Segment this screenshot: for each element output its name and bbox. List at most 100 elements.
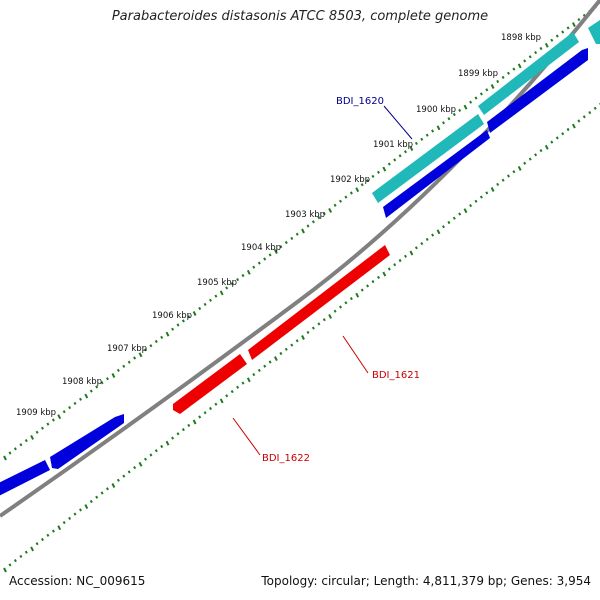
scale-label: 1907 kbp — [107, 344, 147, 354]
inner-tick — [474, 199, 478, 203]
inner-tick — [89, 499, 93, 504]
outer-tick — [127, 360, 131, 364]
inner-tick — [544, 144, 549, 150]
inner-tick — [127, 470, 131, 474]
inner-tick — [333, 309, 337, 313]
outer-tick — [198, 306, 202, 311]
outer-tick — [485, 88, 489, 92]
inner-tick — [84, 504, 89, 510]
inner-tick — [550, 140, 554, 144]
outer-tick — [474, 96, 478, 100]
outer-tick — [523, 59, 527, 63]
outer-tick — [572, 22, 576, 28]
outer-tick — [344, 195, 348, 199]
outer-tick — [192, 311, 197, 316]
gene-highlight-3[interactable] — [588, 20, 600, 44]
inner-tick — [311, 326, 315, 330]
outer-tick — [534, 51, 538, 55]
inner-tick — [339, 305, 342, 309]
inner-tick — [138, 461, 143, 467]
scale-label: 1904 kbp — [241, 243, 281, 253]
outer-tick — [268, 253, 272, 257]
outer-tick — [30, 434, 34, 440]
gene-label-bdi1621[interactable]: BDI_1621 — [372, 370, 420, 381]
outer-tick — [447, 117, 451, 121]
inner-tick — [577, 119, 581, 123]
inner-tick — [344, 301, 348, 305]
inner-tick — [51, 529, 55, 533]
outer-tick — [41, 426, 44, 430]
inner-tick — [246, 377, 251, 383]
inner-tick — [236, 385, 240, 389]
outer-tick — [539, 46, 543, 51]
outer-tick — [209, 298, 212, 302]
outer-tick — [214, 294, 218, 298]
gene-forward-3[interactable] — [487, 48, 588, 133]
outer-tick — [133, 356, 137, 360]
inner-tick — [539, 149, 543, 153]
gene-forward-2[interactable] — [50, 414, 124, 469]
outer-tick — [57, 414, 62, 420]
outer-tick — [517, 63, 522, 69]
outer-tick — [507, 71, 510, 75]
inner-tick — [349, 297, 353, 301]
inner-tick — [447, 220, 451, 225]
inner-tick — [398, 258, 402, 263]
inner-tick — [420, 242, 424, 246]
scale-label: 1906 kbp — [152, 311, 192, 321]
gene-bdi1621[interactable] — [248, 245, 390, 360]
inner-tick — [490, 187, 495, 192]
inner-tick — [41, 537, 44, 542]
gene-forward-1[interactable] — [0, 460, 50, 508]
outer-tick — [382, 166, 387, 172]
inner-tick — [198, 415, 202, 419]
outer-tick — [371, 174, 375, 178]
outer-tick — [279, 245, 283, 249]
inner-tick — [496, 182, 500, 186]
inner-tick — [463, 208, 468, 214]
gene-label-bdi1620[interactable]: BDI_1620 — [336, 96, 384, 107]
inner-tick — [501, 178, 505, 182]
outer-tick — [144, 348, 147, 352]
gene-highlight-2[interactable] — [478, 32, 579, 115]
outer-tick — [73, 401, 77, 405]
inner-tick — [274, 356, 278, 362]
map-title: Parabacteroides distasonis ATCC 8503, co… — [111, 9, 489, 24]
inner-tick-track — [3, 103, 600, 573]
inner-tick — [317, 322, 321, 326]
inner-tick — [507, 174, 510, 178]
inner-tick — [116, 478, 120, 482]
outer-tick — [366, 179, 370, 183]
outer-tick — [349, 191, 353, 195]
outer-tick — [301, 228, 305, 234]
outer-tick — [19, 443, 23, 447]
outer-tick — [257, 261, 261, 265]
inner-tick — [528, 157, 532, 161]
outer-tick — [46, 422, 50, 426]
outer-tick — [171, 327, 175, 331]
inner-tick — [436, 229, 441, 235]
gene-bdi1622[interactable] — [173, 354, 247, 414]
inner-tick — [13, 559, 17, 563]
inner-tick — [230, 390, 234, 394]
inner-tick — [176, 432, 180, 436]
outer-tick — [116, 368, 120, 372]
outer-tick — [274, 249, 278, 255]
inner-tick — [24, 550, 28, 554]
outer-tick — [111, 373, 116, 378]
inner-tick — [68, 516, 72, 520]
inner-tick — [360, 288, 364, 292]
inner-tick — [452, 216, 456, 220]
inner-tick — [355, 292, 360, 298]
inner-tick — [469, 204, 473, 208]
outer-tick — [469, 100, 473, 104]
outer-tick — [252, 265, 256, 269]
inner-tick — [219, 398, 224, 404]
gene-bdi1620-highlight[interactable] — [372, 114, 484, 203]
outer-tick — [160, 335, 164, 339]
gene-label-bdi1622[interactable]: BDI_1622 — [262, 453, 310, 464]
inner-tick — [512, 170, 516, 174]
outer-tick-track — [3, 2, 600, 461]
gene-forward-bdi1620[interactable] — [383, 130, 490, 218]
